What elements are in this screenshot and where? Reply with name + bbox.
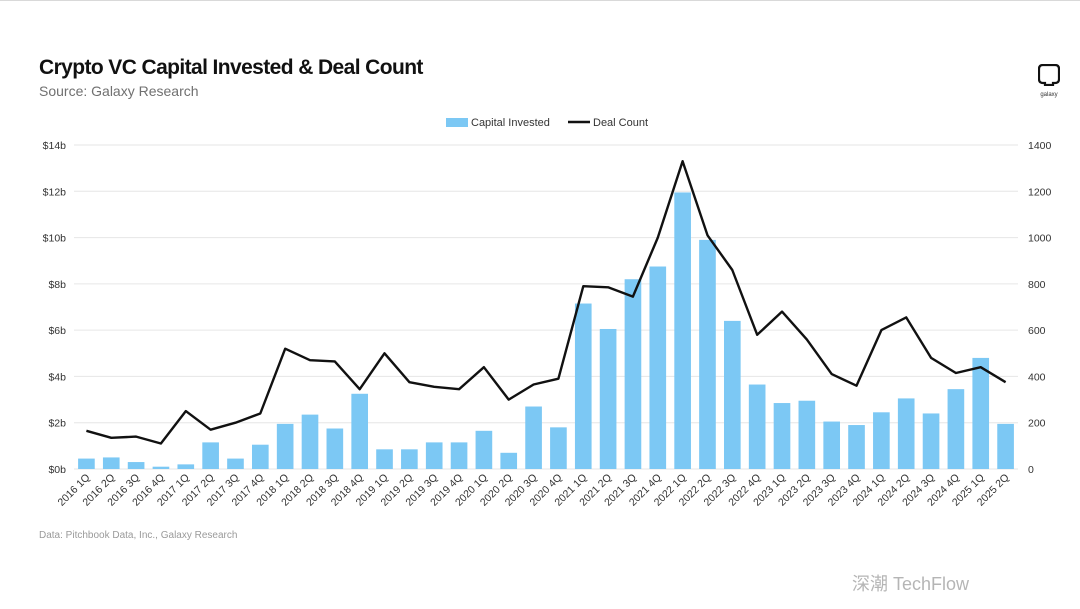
bar	[376, 449, 393, 469]
bar	[525, 406, 542, 469]
bar	[947, 389, 965, 469]
y-right-tick-label: 1000	[1028, 233, 1052, 245]
legend-label-capital-invested: Capital Invested	[471, 117, 550, 129]
bar	[624, 279, 642, 469]
y-left-tick-label: $2b	[48, 418, 66, 430]
bar	[773, 403, 791, 469]
bar	[276, 423, 294, 469]
bar	[500, 452, 518, 469]
y-left-tick-label: $12b	[43, 186, 67, 198]
bar	[102, 457, 120, 469]
legend-swatch-capital-invested	[446, 118, 468, 127]
legend-label-deal-count: Deal Count	[593, 117, 648, 129]
y-right-tick-label: 800	[1028, 279, 1046, 291]
chart-subtitle: Source: Galaxy Research	[39, 83, 199, 99]
y-left-tick-label: $0b	[48, 464, 66, 476]
bar	[450, 442, 468, 469]
bar	[127, 462, 145, 469]
bar	[599, 328, 617, 469]
bar	[475, 430, 493, 469]
bar	[873, 412, 890, 469]
chart-title: Crypto VC Capital Invested & Deal Count	[39, 56, 423, 79]
galaxy-logo: galaxy	[1034, 63, 1064, 98]
data-source-note: Data: Pitchbook Data, Inc., Galaxy Resea…	[39, 530, 238, 541]
watermark: 深潮 TechFlow	[852, 574, 970, 594]
bar	[674, 192, 691, 469]
bar	[177, 464, 195, 469]
y-right-tick-label: 400	[1028, 371, 1046, 383]
bar	[922, 413, 940, 469]
y-right-tick-label: 1200	[1028, 186, 1052, 198]
bar	[227, 458, 244, 469]
bar	[649, 266, 667, 469]
galaxy-logo-text: galaxy	[1040, 92, 1058, 98]
deal-count-line	[86, 159, 1007, 445]
bar	[798, 400, 816, 469]
bar	[574, 303, 592, 469]
bar	[823, 421, 841, 469]
y-left-tick-label: $8b	[48, 279, 66, 291]
bar	[848, 425, 865, 469]
bar	[251, 444, 269, 469]
bar	[550, 427, 567, 469]
y-left-tick-label: $4b	[48, 371, 66, 383]
y-right-tick-label: 1400	[1028, 140, 1052, 152]
bar	[78, 458, 95, 469]
bar	[723, 320, 741, 469]
bar	[699, 239, 716, 469]
bar	[351, 393, 369, 469]
bar	[748, 384, 766, 469]
bar	[301, 414, 319, 469]
bar	[997, 423, 1014, 469]
y-left-tick-label: $14b	[43, 140, 67, 152]
top-divider	[0, 0, 1080, 1]
bar	[202, 442, 219, 469]
y-right-tick-label: 0	[1028, 464, 1034, 476]
bar	[972, 357, 990, 469]
galaxy-logo-icon	[1037, 63, 1061, 87]
bar	[326, 428, 344, 469]
bar	[897, 398, 915, 469]
y-right-tick-label: 200	[1028, 418, 1046, 430]
y-left-tick-label: $6b	[48, 325, 66, 337]
y-right-tick-label: 600	[1028, 325, 1046, 337]
bar	[401, 449, 418, 469]
bar	[425, 442, 443, 469]
bar	[152, 466, 170, 469]
y-left-tick-label: $10b	[43, 233, 67, 245]
